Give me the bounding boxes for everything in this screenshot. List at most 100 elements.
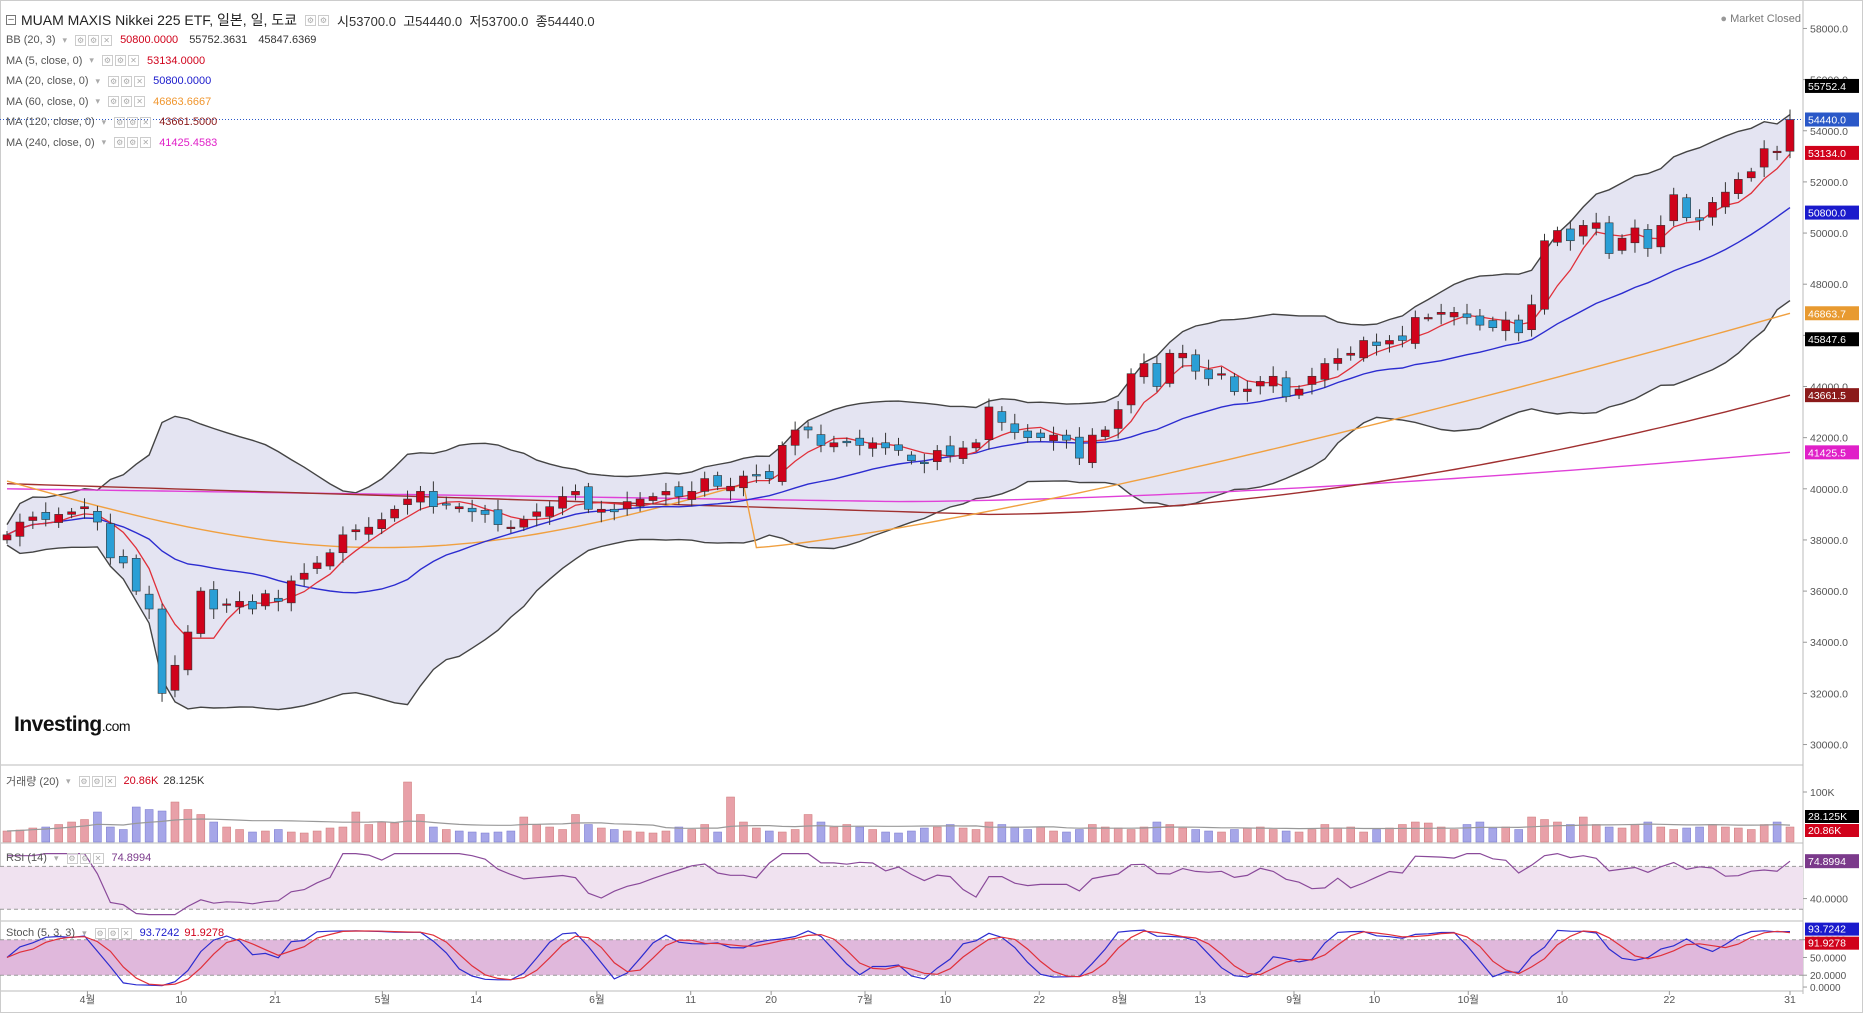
close-icon[interactable]: ✕	[92, 852, 104, 864]
settings-icon[interactable]: ⚙	[107, 927, 119, 939]
close-icon[interactable]: ✕	[134, 96, 146, 107]
candle	[1411, 310, 1420, 349]
volume-bar	[1204, 830, 1213, 843]
settings-icon[interactable]: ⚙	[305, 14, 316, 26]
volume-bar	[1591, 824, 1601, 843]
settings-icon[interactable]: ⚙	[66, 852, 78, 864]
candle-body	[519, 519, 529, 528]
status-dot-icon: ●	[1720, 13, 1728, 25]
settings-icon[interactable]: ⚙	[108, 75, 120, 87]
settings-icon[interactable]: ⚙	[94, 927, 106, 939]
candle	[261, 589, 270, 610]
indicator-controls[interactable]: ⚙ ⚙ ✕	[101, 55, 139, 66]
candle	[1475, 309, 1485, 331]
candle-body	[713, 475, 722, 487]
candle	[235, 591, 244, 614]
candle-body	[41, 512, 51, 520]
volume-bar	[1152, 821, 1162, 843]
price-marker-label: 54440.0	[1808, 115, 1846, 127]
candle	[1372, 333, 1381, 356]
x-tick-label: 22	[1033, 994, 1045, 1006]
x-tick-label: 8월	[1112, 994, 1128, 1006]
indicator-controls[interactable]: ⚙ ⚙ ✕	[114, 116, 152, 128]
settings-icon[interactable]: ⚙	[79, 852, 91, 864]
stoch-controls[interactable]: ⚙ ⚙ ✕	[94, 927, 132, 939]
indicator-row[interactable]: MA (20, close, 0) ▾ ⚙ ⚙ ✕ 50800.0000	[6, 75, 217, 87]
settings-icon[interactable]: ⚙	[127, 137, 139, 148]
chevron-down-icon[interactable]: ▾	[65, 775, 71, 786]
price-marker-label: 46863.7	[1808, 308, 1846, 320]
indicator-row[interactable]: MA (60, close, 0) ▾ ⚙ ⚙ ✕ 46863.6667	[6, 96, 217, 108]
settings-icon[interactable]: ⚙	[114, 55, 126, 66]
candle	[1217, 366, 1226, 380]
close-icon[interactable]: ✕	[101, 34, 113, 46]
volume-bar	[790, 829, 800, 843]
settings-icon[interactable]: ⚙	[127, 116, 139, 128]
chevron-down-icon[interactable]: ▾	[95, 75, 101, 86]
chevron-down-icon[interactable]: ▾	[62, 34, 68, 45]
indicator-controls[interactable]: ⚙ ⚙ ✕	[108, 75, 146, 87]
candle-body	[661, 491, 671, 496]
close-icon[interactable]: ✕	[120, 927, 132, 939]
candle	[2, 530, 12, 544]
volume-bar	[1178, 827, 1188, 843]
chevron-down-icon[interactable]: ▾	[53, 852, 59, 863]
minus-box-icon[interactable]: –	[6, 15, 16, 25]
indicator-controls[interactable]: ⚙ ⚙ ✕	[75, 34, 113, 46]
indicator-row[interactable]: BB (20, 3) ▾ ⚙ ⚙ ✕ 50800.0000 55752.3631 45847.…	[6, 34, 322, 46]
volume-bar	[196, 814, 206, 843]
volume-bar	[1139, 826, 1149, 843]
chevron-down-icon[interactable]: ▾	[101, 116, 107, 127]
indicator-row[interactable]: MA (5, close, 0) ▾ ⚙ ⚙ ✕ 53134.0000	[6, 55, 211, 67]
settings-icon[interactable]: ⚙	[114, 137, 126, 148]
close-icon[interactable]: ✕	[104, 775, 116, 787]
settings-icon[interactable]: ⚙	[121, 96, 133, 107]
rsi-controls[interactable]: ⚙ ⚙ ✕	[66, 852, 104, 864]
indicator-controls[interactable]: ⚙ ⚙ ✕	[114, 137, 152, 148]
indicator-row[interactable]: MA (240, close, 0) ▾ ⚙ ⚙ ✕ 41425.4583	[6, 137, 223, 149]
chevron-down-icon[interactable]: ▾	[95, 96, 101, 106]
candle-body	[1617, 237, 1627, 251]
candle-body	[312, 562, 322, 569]
volume-bar	[1165, 824, 1175, 843]
chart-controls[interactable]: ⚙ ⚙	[305, 14, 329, 26]
volume-bar	[545, 826, 554, 843]
indicator-controls[interactable]: ⚙ ⚙ ✕	[108, 96, 146, 107]
rsi-tick-label: 40.0000	[1810, 894, 1848, 906]
settings-icon[interactable]: ⚙	[114, 116, 126, 128]
indicator-value: 43661.5000	[159, 116, 218, 128]
y-tick-label: 32000.0	[1810, 688, 1848, 700]
settings-icon[interactable]: ⚙	[78, 775, 90, 787]
candle-body	[54, 514, 63, 523]
price-marker	[1805, 445, 1859, 460]
settings-icon[interactable]: ⚙	[108, 96, 120, 107]
close-icon[interactable]: ✕	[140, 116, 152, 128]
close-icon[interactable]: ✕	[134, 75, 146, 87]
candle	[1578, 220, 1588, 245]
volume-bar	[1617, 827, 1627, 843]
volume-bar	[1023, 829, 1032, 843]
chevron-down-icon[interactable]: ▾	[101, 137, 107, 147]
settings-icon[interactable]: ⚙	[91, 775, 103, 787]
settings-icon[interactable]: ⚙	[101, 55, 113, 66]
close-icon[interactable]: ✕	[140, 137, 152, 148]
volume-bar	[1656, 826, 1666, 843]
settings-icon[interactable]: ⚙	[88, 34, 100, 46]
volume-bar	[726, 796, 735, 843]
settings-icon[interactable]: ⚙	[75, 34, 87, 46]
x-tick-label: 10	[940, 994, 952, 1006]
volume-controls[interactable]: ⚙ ⚙ ✕	[78, 775, 116, 787]
candle	[209, 581, 219, 619]
volume-bar	[765, 830, 774, 843]
indicator-row[interactable]: MA (120, close, 0) ▾ ⚙ ⚙ ✕ 43661.5000	[6, 116, 223, 128]
candle-body	[1087, 434, 1097, 464]
settings-icon[interactable]: ⚙	[318, 14, 329, 26]
settings-icon[interactable]: ⚙	[121, 75, 133, 87]
close-icon[interactable]: ✕	[127, 55, 139, 66]
y-tick-label: 38000.0	[1810, 535, 1848, 547]
candle	[1320, 358, 1330, 388]
chevron-down-icon[interactable]: ▾	[82, 927, 87, 938]
chevron-down-icon[interactable]: ▾	[89, 55, 94, 65]
candle	[635, 492, 645, 512]
